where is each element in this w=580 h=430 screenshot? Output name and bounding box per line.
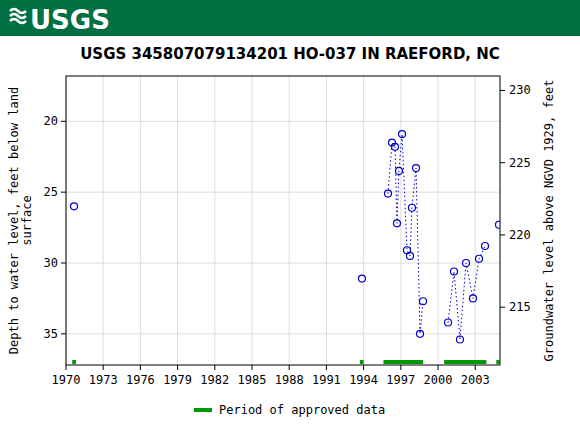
tick <box>289 365 290 370</box>
grid-line <box>140 76 141 365</box>
grid-line <box>66 263 500 264</box>
tick <box>326 365 327 370</box>
grid-line <box>400 76 401 365</box>
data-point <box>496 221 500 228</box>
data-point <box>450 268 457 275</box>
grid-line <box>289 76 290 365</box>
data-point <box>408 204 415 211</box>
data-point <box>469 295 476 302</box>
tick <box>500 90 505 91</box>
grid-line <box>475 76 476 365</box>
logo: USGS <box>10 5 110 35</box>
tick <box>500 307 505 308</box>
tick-label: 1976 <box>126 373 155 387</box>
y2-label: Groundwater level above NGVD 1929, feet <box>542 80 556 362</box>
chart: USGS USGS 345807079134201 HO-037 IN RAEFO… <box>0 0 580 430</box>
y-label-line: surface <box>20 195 34 246</box>
approved-period <box>496 360 500 364</box>
legend-swatch <box>194 408 212 412</box>
tick <box>61 121 66 122</box>
data-point <box>419 298 426 305</box>
tick <box>140 365 141 370</box>
tick-label: 1988 <box>275 373 304 387</box>
approved-period <box>383 360 423 364</box>
plot-area <box>71 131 500 364</box>
tick <box>438 365 439 370</box>
approved-period <box>72 360 76 364</box>
data-point <box>481 243 488 250</box>
data-point <box>358 275 365 282</box>
tick <box>363 365 364 370</box>
data-point <box>406 252 413 259</box>
data-point <box>417 330 424 337</box>
tick-label: 220 <box>509 228 531 242</box>
grid-line <box>363 76 364 365</box>
approved-period <box>360 360 364 364</box>
data-point <box>393 220 400 227</box>
tick <box>214 365 215 370</box>
data-point <box>445 319 452 326</box>
tick-label: 1997 <box>386 373 415 387</box>
tick <box>66 365 67 370</box>
tick-label: 215 <box>509 300 531 314</box>
data-point <box>71 203 78 210</box>
grid-line <box>66 192 500 193</box>
tick <box>177 365 178 370</box>
tick <box>400 365 401 370</box>
grid-line <box>326 76 327 365</box>
y-label: Depth to water level, feet below landsur… <box>7 87 34 354</box>
grid-line <box>214 76 215 365</box>
tick <box>103 365 104 370</box>
tick-label: 1982 <box>200 373 229 387</box>
tick-label: 1979 <box>163 373 192 387</box>
tick-label: 2000 <box>424 373 453 387</box>
header-bar <box>0 0 580 36</box>
logo-wave <box>10 19 26 23</box>
tick <box>500 234 505 235</box>
tick <box>61 192 66 193</box>
data-point <box>395 167 402 174</box>
logo-wave <box>10 9 26 13</box>
grid-line <box>177 76 178 365</box>
data-point <box>463 260 470 267</box>
series-line <box>388 134 499 339</box>
tick <box>61 263 66 264</box>
grid-line <box>66 333 500 334</box>
tick-label: 2003 <box>461 373 490 387</box>
data-point <box>476 255 483 262</box>
data-point <box>391 143 398 150</box>
y-label-line: Depth to water level, feet below land <box>7 87 21 354</box>
tick-label: 35 <box>44 327 58 341</box>
data-point <box>413 165 420 172</box>
tick-label: 1985 <box>238 373 267 387</box>
data-point <box>399 131 406 138</box>
tick <box>475 365 476 370</box>
grid-line <box>103 76 104 365</box>
title: USGS 345807079134201 HO-037 IN RAEFORD, … <box>80 45 500 63</box>
legend-label: Period of approved data <box>219 403 385 417</box>
plot-frame <box>66 76 500 365</box>
tick <box>500 162 505 163</box>
logo-text: USGS <box>30 5 110 35</box>
tick-label: 1973 <box>89 373 118 387</box>
tick-label: 25 <box>44 185 58 199</box>
approved-period <box>444 360 486 364</box>
data-point <box>456 336 463 343</box>
grid-line <box>66 121 500 122</box>
grid-line <box>438 76 439 365</box>
tick <box>252 365 253 370</box>
tick-label: 1994 <box>349 373 378 387</box>
tick-label: 20 <box>44 114 58 128</box>
tick-label: 230 <box>509 83 531 97</box>
grid-line <box>252 76 253 365</box>
logo-wave <box>10 14 26 18</box>
tick-label: 1991 <box>312 373 341 387</box>
tick-label: 1970 <box>52 373 81 387</box>
tick <box>61 333 66 334</box>
tick-label: 225 <box>509 156 531 170</box>
tick-label: 30 <box>44 256 58 270</box>
data-point <box>385 190 392 197</box>
